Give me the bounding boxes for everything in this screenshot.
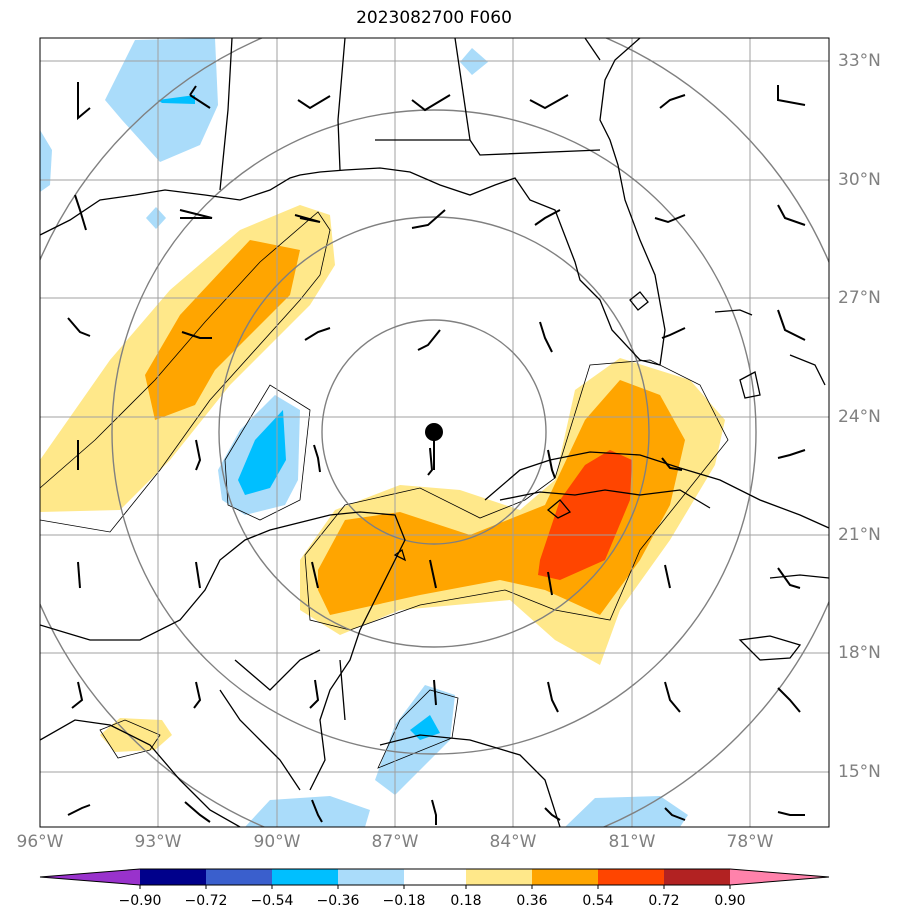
lat-label: 24°N xyxy=(838,407,881,427)
positive-band-west-core xyxy=(145,240,300,420)
negative-pocket-gulf-core xyxy=(238,410,286,495)
map-title: 2023082700 F060 xyxy=(356,8,512,28)
isla-juventud xyxy=(546,499,572,519)
colorbar-tick-label: −0.36 xyxy=(316,893,360,909)
cuba-south xyxy=(499,489,711,509)
lat-label: 27°N xyxy=(838,288,881,308)
hispaniola xyxy=(769,574,829,579)
colorbar-bin-9 xyxy=(664,869,730,885)
colorbar-bin-8 xyxy=(598,869,664,885)
anomaly-shading xyxy=(40,38,725,827)
guatemala-border xyxy=(219,689,301,791)
honduras-coast xyxy=(379,734,561,827)
colorbar-bin-2 xyxy=(206,869,272,885)
coastlines xyxy=(40,38,829,827)
us-state-border-5 xyxy=(584,38,601,61)
colorbar-tick-label: 0.54 xyxy=(582,893,614,909)
lon-label: 90°W xyxy=(253,832,301,852)
colorbar-bin-3 xyxy=(272,869,338,885)
negative-pocket-north-core xyxy=(158,95,195,104)
bahamas-3 xyxy=(714,309,753,316)
negative-pocket-edge xyxy=(40,130,52,192)
lon-label: 84°W xyxy=(489,832,537,852)
colorbar-tick-label: −0.18 xyxy=(382,893,426,909)
us-gulf-coast xyxy=(40,167,661,366)
negative-pocket-south-core xyxy=(410,715,440,740)
lat-label: 18°N xyxy=(838,643,881,663)
colorbar-tick-label: 0.36 xyxy=(516,893,548,909)
colorbar-bin-4 xyxy=(338,869,404,885)
colorbar xyxy=(39,868,830,889)
mexico-border xyxy=(234,649,321,691)
colorbar-extend-high xyxy=(730,869,829,885)
lon-label: 96°W xyxy=(16,832,64,852)
range-ring-2 xyxy=(218,216,650,648)
zero-contours xyxy=(40,211,729,769)
colorbar-tick-label: 0.90 xyxy=(714,893,746,909)
jamaica xyxy=(738,635,802,661)
lat-label: 30°N xyxy=(838,170,881,190)
florida-east-coast xyxy=(599,38,666,366)
plot-frame xyxy=(39,37,830,828)
negative-pocket-south xyxy=(375,685,455,795)
colorbar-tick-label: −0.54 xyxy=(250,893,294,909)
cuba-coast xyxy=(484,451,829,529)
colorbar-bin-7 xyxy=(532,869,598,885)
bahamas-1 xyxy=(739,371,761,399)
colorbar-tick-label: 0.18 xyxy=(450,893,482,909)
yucatan-coast xyxy=(309,629,361,791)
us-state-border-1 xyxy=(337,38,346,171)
lon-label: 78°W xyxy=(726,832,774,852)
belize-border xyxy=(339,659,346,721)
us-state-border-3 xyxy=(375,139,601,156)
range-rings xyxy=(40,38,829,827)
lake-okeechobee xyxy=(629,291,649,311)
bahamas-2 xyxy=(789,354,826,386)
colorbar-bin-5 xyxy=(404,869,466,885)
us-state-border-2 xyxy=(219,38,233,191)
cozumel xyxy=(393,548,407,562)
colorbar-bin-6 xyxy=(466,869,532,885)
negative-pocket-se xyxy=(565,796,688,827)
colorbar-tick-label: −0.72 xyxy=(184,893,228,909)
storm-center-marker xyxy=(425,423,443,441)
positive-band-east-max xyxy=(538,450,632,580)
lon-label: 87°W xyxy=(371,832,419,852)
negative-pocket-small-1 xyxy=(146,207,166,229)
lat-label: 15°N xyxy=(838,762,881,782)
central-america xyxy=(40,719,241,827)
lat-label: 33°N xyxy=(838,51,881,71)
lon-label: 93°W xyxy=(134,832,182,852)
colorbar-bin-1 xyxy=(140,869,206,885)
colorbar-extend-low xyxy=(40,869,140,885)
range-ring-1 xyxy=(321,319,547,545)
colorbar-tick-label: 0.72 xyxy=(648,893,680,909)
us-state-border-4 xyxy=(454,38,471,141)
lat-label: 21°N xyxy=(838,525,881,545)
colorbar-tick-label: −0.90 xyxy=(118,893,162,909)
lon-label: 81°W xyxy=(608,832,656,852)
mexico-gulf-coast xyxy=(40,511,406,641)
wind-barbs xyxy=(67,82,806,825)
negative-pocket-sw xyxy=(245,796,370,827)
range-ring-3 xyxy=(111,109,757,755)
